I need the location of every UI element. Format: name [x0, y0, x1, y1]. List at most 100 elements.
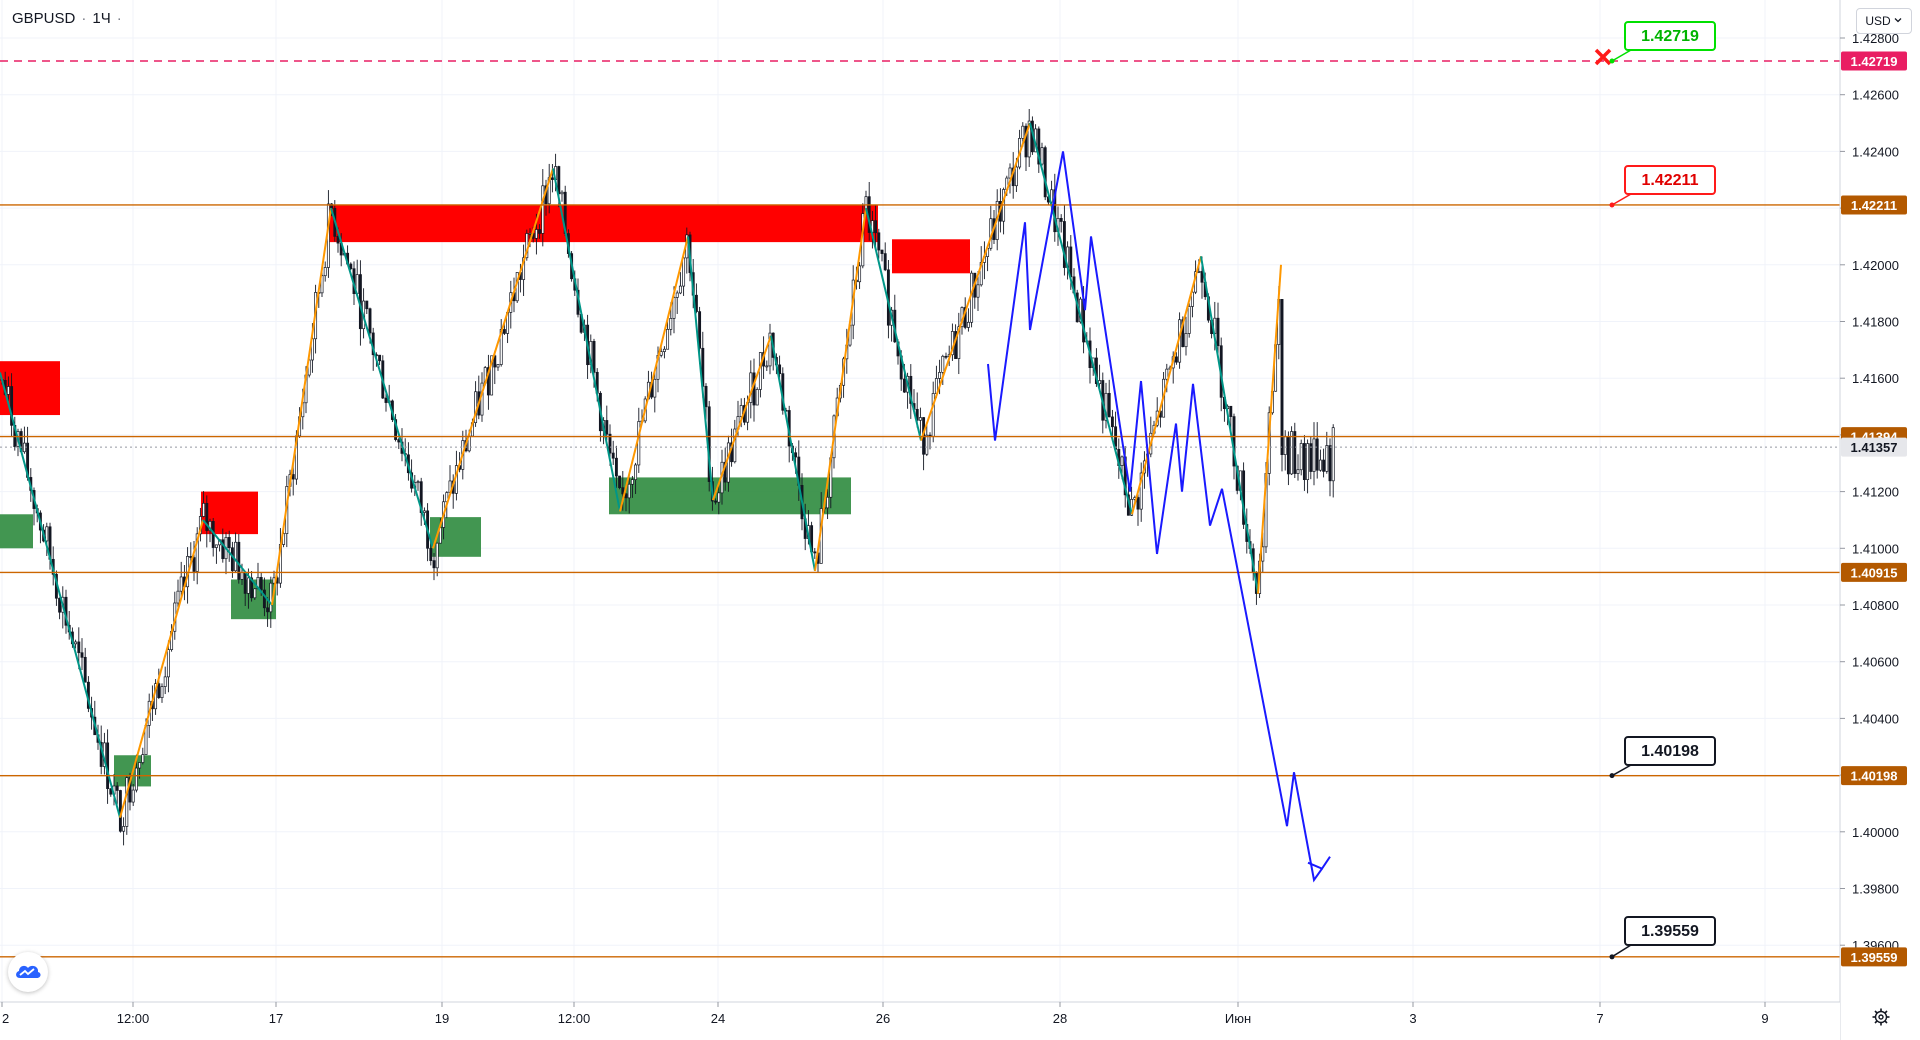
y-tick-label: 1.39800 [1852, 882, 1899, 897]
candle-body [1165, 368, 1169, 380]
demand-zone [609, 477, 851, 515]
y-tick-label: 1.42600 [1852, 88, 1899, 103]
y-tick-label: 1.42400 [1852, 144, 1899, 159]
x-tick-label: 17 [269, 1011, 283, 1026]
candle-body [541, 185, 545, 234]
zigzag-up-leg [1257, 264, 1282, 594]
y-tick-label: 1.41800 [1852, 315, 1899, 330]
candle-body [611, 452, 615, 459]
candle-body [1216, 317, 1220, 347]
candle-body [234, 541, 238, 572]
candle-body [384, 397, 388, 403]
candle-body [349, 263, 353, 270]
candle-body [205, 502, 209, 531]
zigzag-down-leg [865, 207, 922, 441]
y-tick-label: 1.40600 [1852, 655, 1899, 670]
candle-body [1059, 218, 1063, 222]
price-badge-current: 1.41357 [1841, 437, 1907, 457]
candle-body [1037, 128, 1041, 165]
candle-body [608, 433, 612, 454]
callout-resistance: 1.42211 [1609, 165, 1716, 208]
zigzag-up-leg [712, 335, 772, 501]
candle-body [1328, 445, 1332, 482]
candle-body [1331, 427, 1335, 482]
callout-target1: 1.40198 [1609, 736, 1716, 779]
gear-icon[interactable] [1866, 1002, 1896, 1032]
candle-body [941, 355, 945, 373]
candle-body [214, 544, 218, 548]
candle-body [368, 308, 372, 334]
candle-body [714, 500, 718, 503]
candle-body [976, 284, 980, 298]
candle-body [490, 355, 494, 396]
callout-text: 1.40198 [1641, 743, 1699, 760]
zigzag-down-leg [1029, 122, 1133, 515]
zigzag-up-leg [814, 207, 867, 572]
x-tick-label: 12:00 [117, 1011, 150, 1026]
symbol-header[interactable]: GBPUSD · 1Ч · [8, 6, 126, 30]
candle-body [266, 607, 270, 613]
price-badge-text: 1.40915 [1851, 565, 1898, 580]
candle-body [1280, 299, 1284, 455]
candle-body [240, 572, 244, 580]
x-tick-label: Июн [1225, 1011, 1251, 1026]
candle-body [1200, 271, 1204, 283]
candle-body [618, 475, 622, 489]
candle-body [1283, 436, 1287, 455]
candle-body [496, 364, 500, 368]
candle-body [227, 537, 231, 549]
candle-body [944, 355, 948, 358]
candle-body [675, 292, 679, 298]
candle-body [874, 220, 878, 234]
candle-body [1174, 356, 1178, 363]
y-tick-label: 1.42000 [1852, 258, 1899, 273]
candle-body [630, 479, 634, 485]
currency-label: USD [1865, 14, 1891, 28]
candle-body [765, 365, 769, 368]
candle-body [1069, 246, 1073, 278]
candle-body [880, 249, 884, 254]
candle-body [1136, 497, 1140, 510]
x-tick-label: 3 [1409, 1011, 1416, 1026]
candle-body [141, 754, 145, 763]
candle-body [138, 762, 142, 769]
candle-body [125, 777, 129, 827]
candle-body [195, 533, 199, 572]
candle-body [246, 577, 250, 594]
x-tick-label: 9 [1761, 1011, 1768, 1026]
tradingview-logo-icon[interactable] [8, 952, 48, 992]
candle-body [966, 321, 970, 328]
candle-body [1315, 438, 1319, 471]
x-tick-label: 2 [2, 1011, 9, 1026]
callout-target: 1.42719 [1609, 21, 1716, 64]
candle-body [1107, 392, 1111, 418]
candle-body [45, 526, 49, 542]
candle-body [160, 686, 164, 699]
currency-dropdown[interactable]: USD [1856, 8, 1912, 34]
zigzag-down-leg [552, 168, 621, 512]
candle-body [202, 502, 206, 517]
price-badge-target1: 1.40198 [1841, 766, 1907, 786]
supply-zone [327, 205, 878, 243]
forecast-path [987, 151, 1323, 883]
zigzag-up-leg [619, 236, 689, 512]
candle-body [739, 405, 743, 417]
candle-body [432, 560, 436, 569]
candle-body [1062, 221, 1066, 268]
y-tick-label: 1.42800 [1852, 31, 1899, 46]
candle-body [243, 572, 247, 594]
cancel-marker-icon [1594, 48, 1612, 66]
candle-body [259, 577, 263, 591]
price-badge-text: 1.42719 [1851, 54, 1898, 69]
candle-body [80, 652, 84, 658]
candle-body [528, 232, 532, 235]
candle-body [1027, 120, 1031, 158]
callout-text: 1.42211 [1642, 172, 1699, 189]
zigzag-up-leg [271, 207, 332, 606]
candle-body [1286, 436, 1290, 475]
candle-body [1040, 147, 1044, 165]
callout-target2: 1.39559 [1609, 916, 1716, 960]
candle-body [237, 541, 241, 580]
supply-zone [892, 239, 970, 274]
